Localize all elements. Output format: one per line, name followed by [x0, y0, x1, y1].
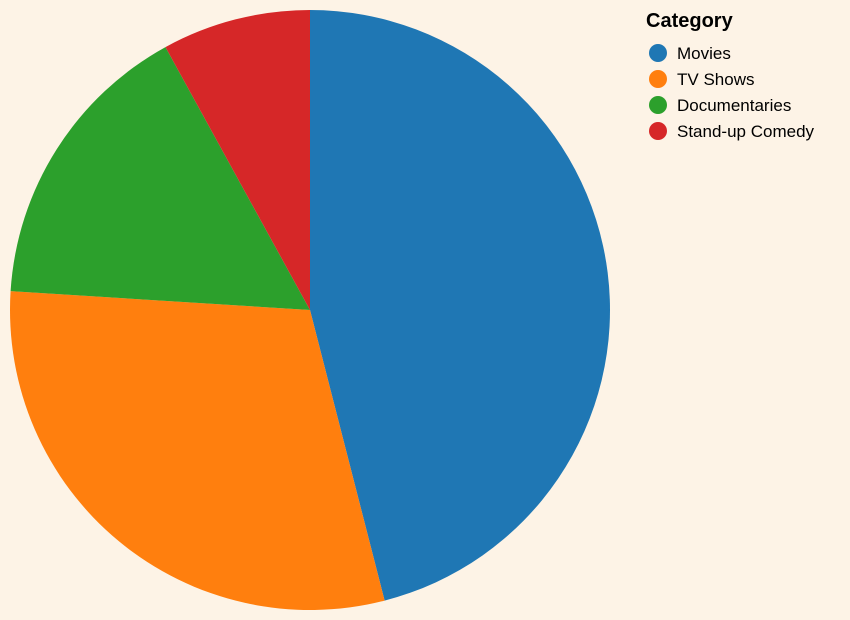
legend-item-movies: Movies	[649, 44, 731, 63]
legend-item-tv-shows: TV Shows	[649, 70, 754, 89]
legend-label-documentaries: Documentaries	[677, 96, 791, 115]
legend-items: Movies TV Shows Documentaries Stand-up Come…	[649, 44, 815, 141]
pie-slice-movies	[310, 10, 611, 601]
legend-label-stand-up-comedy: Stand-up Comedy	[677, 122, 815, 141]
legend-swatch-tv-shows	[649, 70, 667, 88]
pie-slice-stand-up-comedy	[165, 9, 310, 310]
legend-swatch-movies	[649, 44, 667, 62]
pie-slices	[10, 9, 611, 611]
legend-title: Category	[646, 10, 734, 32]
legend-swatch-stand-up-comedy	[649, 122, 667, 140]
pie-slice-documentaries	[10, 47, 311, 310]
pie-slice-tv-shows	[10, 291, 385, 611]
legend-label-movies: Movies	[677, 44, 731, 63]
legend-item-documentaries: Documentaries	[649, 96, 791, 115]
legend-swatch-documentaries	[649, 96, 667, 114]
legend-label-tv-shows: TV Shows	[677, 70, 754, 89]
legend: Category Movies TV Shows Documentaries Stan…	[646, 10, 815, 141]
legend-item-stand-up-comedy: Stand-up Comedy	[649, 122, 815, 141]
